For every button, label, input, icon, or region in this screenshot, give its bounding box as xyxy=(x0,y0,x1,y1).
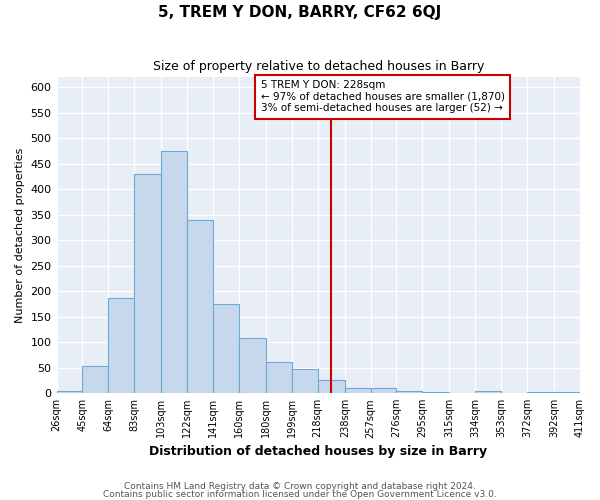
X-axis label: Distribution of detached houses by size in Barry: Distribution of detached houses by size … xyxy=(149,444,487,458)
Text: 5, TREM Y DON, BARRY, CF62 6QJ: 5, TREM Y DON, BARRY, CF62 6QJ xyxy=(158,5,442,20)
Bar xyxy=(371,388,397,393)
Bar xyxy=(239,338,266,393)
Y-axis label: Number of detached properties: Number of detached properties xyxy=(15,148,25,323)
Text: 5 TREM Y DON: 228sqm
← 97% of detached houses are smaller (1,870)
3% of semi-det: 5 TREM Y DON: 228sqm ← 97% of detached h… xyxy=(260,80,505,114)
Title: Size of property relative to detached houses in Barry: Size of property relative to detached ho… xyxy=(152,60,484,73)
Bar xyxy=(554,392,580,393)
Bar xyxy=(134,174,161,393)
Bar xyxy=(527,392,554,393)
Bar xyxy=(161,151,187,393)
Bar xyxy=(108,298,134,393)
Bar xyxy=(266,362,292,393)
Bar xyxy=(475,390,501,393)
Bar xyxy=(345,388,371,393)
Bar xyxy=(397,390,422,393)
Text: Contains public sector information licensed under the Open Government Licence v3: Contains public sector information licen… xyxy=(103,490,497,499)
Text: Contains HM Land Registry data © Crown copyright and database right 2024.: Contains HM Land Registry data © Crown c… xyxy=(124,482,476,491)
Bar xyxy=(317,380,345,393)
Bar xyxy=(422,392,449,393)
Bar xyxy=(292,369,317,393)
Bar xyxy=(56,390,82,393)
Bar xyxy=(187,220,213,393)
Bar xyxy=(213,304,239,393)
Bar xyxy=(82,366,108,393)
